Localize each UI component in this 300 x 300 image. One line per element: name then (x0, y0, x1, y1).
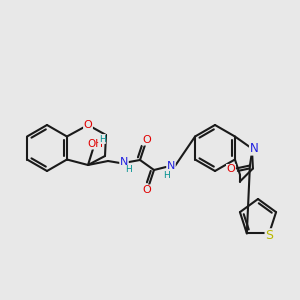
Text: H: H (163, 170, 170, 179)
Text: O: O (142, 135, 152, 145)
Text: H: H (99, 134, 105, 143)
Text: N: N (120, 157, 128, 167)
Text: O: O (142, 185, 152, 195)
Text: OH: OH (87, 139, 103, 149)
Text: N: N (250, 142, 258, 155)
Text: O: O (84, 120, 92, 130)
Text: O: O (226, 164, 235, 175)
Text: H: H (126, 166, 132, 175)
Text: S: S (265, 229, 273, 242)
Text: N: N (167, 161, 175, 171)
